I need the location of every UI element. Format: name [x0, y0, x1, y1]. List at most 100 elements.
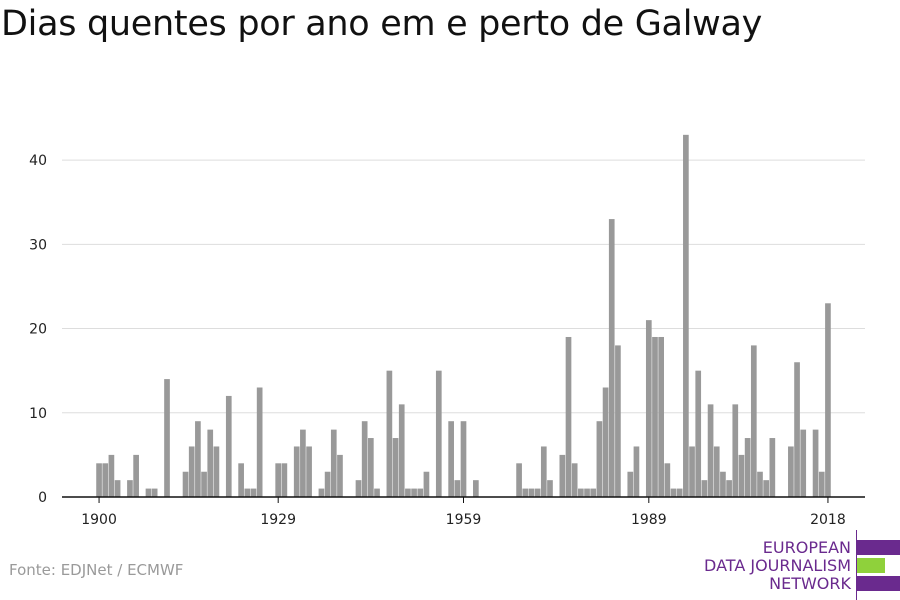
bar-2004: [738, 454, 745, 497]
bar-1977: [571, 463, 578, 497]
logo-text-network: NETWORK: [769, 574, 851, 593]
source-note: Fonte: EDJNet / ECMWF: [9, 561, 184, 579]
bar-1915: [188, 446, 195, 497]
logo-text-data-journalism: DATA JOURNALISM: [704, 556, 851, 575]
bar-2005: [744, 438, 751, 497]
bar-2012: [788, 446, 794, 497]
bar-1944: [368, 438, 374, 497]
bar-1999: [707, 404, 714, 497]
y-tick-label-30: 30: [29, 237, 47, 253]
bar-1961: [473, 480, 479, 497]
bar-1992: [664, 463, 671, 497]
bar-1971: [534, 488, 541, 497]
bar-2007: [757, 471, 763, 497]
bar-1925: [250, 488, 257, 497]
bar-1902: [108, 454, 115, 497]
bar-1959: [460, 421, 467, 497]
logo-text-european: EUROPEAN: [762, 538, 851, 557]
bar-1981: [596, 421, 603, 497]
bar-1980: [590, 488, 597, 497]
bar-1990: [652, 336, 658, 497]
x-tick-label-2018: 2018: [810, 512, 846, 528]
bar-1975: [559, 454, 566, 497]
bar-1976: [565, 336, 572, 497]
bar-1903: [114, 480, 121, 497]
bar-1957: [448, 421, 454, 497]
bar-2018: [825, 303, 831, 497]
bar-1996: [689, 446, 695, 497]
bar-1919: [213, 446, 220, 497]
bar-1945: [374, 488, 380, 497]
bar-1938: [330, 429, 337, 497]
bar-1905: [127, 480, 133, 497]
bar-1947: [386, 370, 393, 497]
bar-2014: [800, 429, 807, 497]
bar-1986: [627, 471, 634, 497]
chart-title: Dias quentes por ano em e perto de Galwa…: [1, 4, 762, 44]
bar-1950: [405, 488, 411, 497]
bar-1989: [645, 320, 652, 497]
bar-1994: [676, 488, 683, 497]
bar-1958: [454, 480, 461, 497]
bar-1906: [133, 454, 139, 497]
bar-1939: [337, 454, 343, 497]
bar-1995: [683, 134, 689, 497]
bar-1973: [547, 480, 553, 497]
bar-1926: [256, 387, 263, 497]
bar-1948: [392, 438, 399, 497]
bars: [96, 134, 831, 497]
y-tick-label-0: 0: [38, 490, 47, 506]
bar-1921: [225, 395, 232, 497]
bar-1991: [658, 336, 664, 497]
bar-1914: [182, 471, 189, 497]
bar-2002: [726, 480, 732, 497]
bar-2013: [794, 362, 800, 497]
logo-bar-bottom: [857, 576, 900, 591]
bar-2000: [713, 446, 720, 497]
y-tick-label-10: 10: [29, 406, 47, 422]
bar-1924: [244, 488, 251, 497]
bar-1987: [633, 446, 640, 497]
bar-1955: [435, 370, 442, 497]
bar-2001: [720, 471, 726, 497]
bar-1970: [528, 488, 535, 497]
bar-1972: [540, 446, 547, 497]
bar-1983: [608, 219, 615, 497]
bar-1997: [695, 370, 702, 497]
bar-1949: [398, 404, 405, 497]
bar-1953: [423, 471, 430, 497]
bar-1933: [300, 429, 306, 497]
bar-1952: [417, 488, 424, 497]
bar-2006: [750, 345, 757, 497]
x-tick-label-1959: 1959: [446, 512, 482, 528]
edjnet-logo: EUROPEAN DATA JOURNALISM NETWORK: [700, 530, 900, 600]
gridlines: [62, 159, 865, 414]
bar-1932: [293, 446, 300, 497]
bar-1911: [164, 379, 170, 497]
bar-1916: [195, 421, 201, 497]
bar-2003: [732, 404, 739, 497]
bar-1993: [670, 488, 677, 497]
bar-2017: [818, 471, 825, 497]
axes: 0 10 20 30 40 1900 1929 1959 1989 2018: [29, 153, 865, 528]
x-tick-label-1929: 1929: [260, 512, 296, 528]
bar-1998: [701, 480, 708, 497]
bar-1929: [275, 463, 282, 497]
bar-1943: [361, 421, 368, 497]
y-tick-label-40: 40: [29, 153, 47, 169]
bar-1942: [355, 480, 362, 497]
bar-1982: [602, 387, 609, 497]
logo-divider: [856, 530, 857, 600]
bar-1901: [102, 463, 109, 497]
x-tick-label-1900: 1900: [81, 512, 117, 528]
y-tick-label-20: 20: [29, 322, 47, 338]
bar-1979: [584, 488, 590, 497]
bar-1923: [238, 463, 244, 497]
logo-bar-top: [857, 540, 900, 555]
bar-1951: [411, 488, 417, 497]
bar-1909: [151, 488, 158, 497]
bar-2009: [769, 438, 776, 497]
bar-1968: [516, 463, 522, 497]
bar-1930: [281, 463, 288, 497]
